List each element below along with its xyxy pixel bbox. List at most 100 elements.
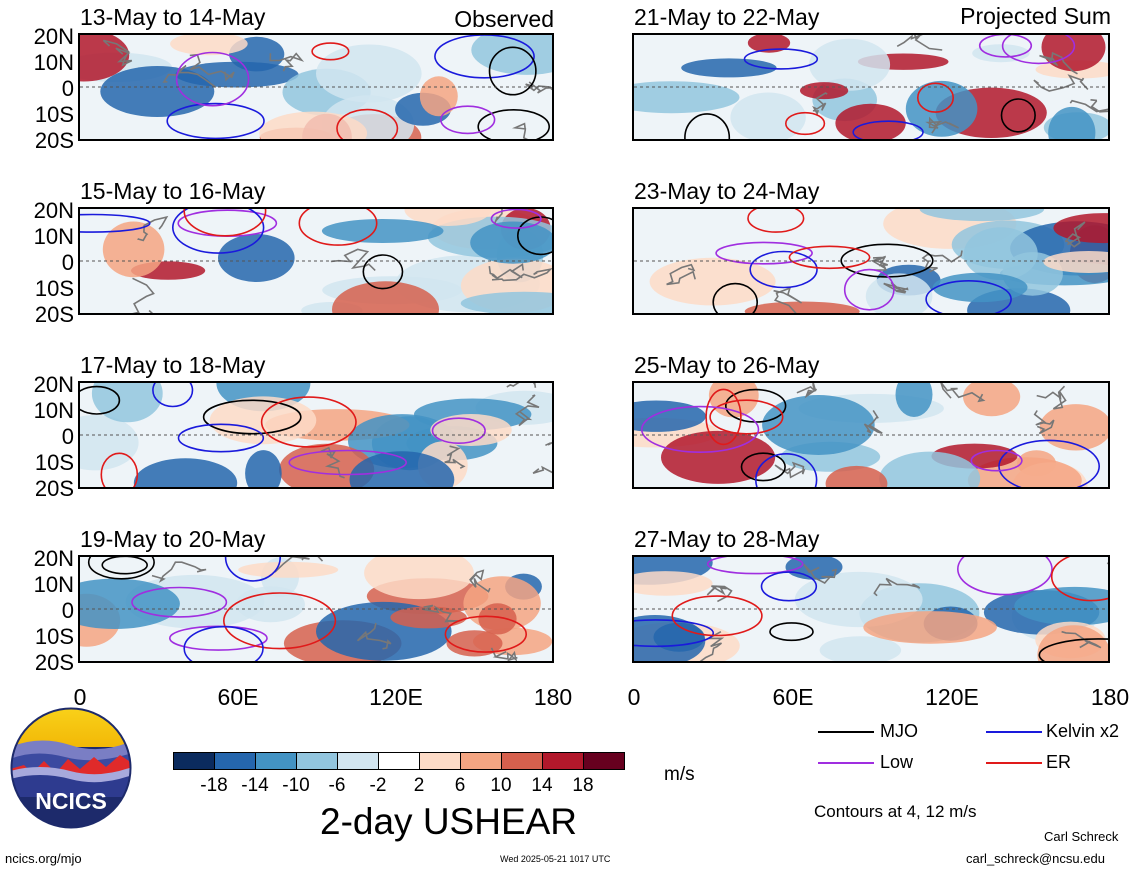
- lat-label: 20N: [33, 372, 74, 397]
- coastline: [514, 394, 540, 427]
- contour-line: [785, 111, 826, 136]
- contour-line: [223, 592, 337, 650]
- coastline: [863, 409, 883, 434]
- coastline: [699, 630, 725, 661]
- shear-shading: [634, 81, 740, 114]
- shear-shading: [332, 281, 439, 313]
- map-canvas: [80, 209, 552, 313]
- coastline: [490, 647, 518, 661]
- projected-header: Projected Sum: [960, 3, 1111, 29]
- shear-shading: [133, 458, 238, 487]
- contour-line: [183, 209, 267, 237]
- map-canvas: [80, 35, 552, 139]
- lat-label: 10N: [33, 572, 74, 597]
- contour-line: [705, 388, 742, 446]
- lat-label: 20N: [33, 24, 74, 49]
- coastline: [491, 268, 552, 282]
- map-panel-observed-1: [78, 33, 554, 141]
- colorbar-tick: 6: [454, 775, 466, 796]
- coastline: [925, 116, 959, 134]
- lat-label: 20N: [33, 546, 74, 571]
- shear-shading: [218, 234, 295, 282]
- colorbar-tick: -14: [241, 775, 269, 796]
- colorbar-swatch: [214, 752, 256, 770]
- contour-line: [916, 82, 954, 113]
- contour-line: [640, 405, 760, 454]
- legend-line-low: [818, 762, 874, 764]
- ncics-logo: NCICS: [10, 707, 132, 829]
- shear-shading: [91, 383, 163, 423]
- contour-line: [166, 102, 265, 139]
- panel-title-projected-1: 21-May to 22-May: [634, 4, 820, 30]
- contour-line: [336, 108, 399, 139]
- observed-header: Observed: [454, 6, 554, 32]
- legend-label-er: ER: [1046, 752, 1072, 772]
- shear-shading: [819, 636, 902, 661]
- contour-line: [671, 595, 763, 637]
- colorbar-swatch: [460, 752, 502, 770]
- coastline: [706, 585, 733, 603]
- contour-line: [1038, 638, 1108, 661]
- contour-line: [998, 439, 1100, 487]
- coastline: [870, 255, 888, 271]
- shear-shading: [762, 395, 875, 455]
- contour-line: [1050, 557, 1108, 602]
- lat-label: 0: [61, 598, 74, 623]
- lon-label: 180: [533, 684, 573, 710]
- map-panel-observed-2: [78, 207, 554, 315]
- shear-shading: [80, 578, 180, 629]
- coastline: [525, 81, 552, 94]
- lat-label: 10S: [34, 102, 74, 127]
- shear-shading: [1053, 213, 1108, 244]
- contour-line: [709, 399, 784, 435]
- contour-line: [957, 557, 1053, 596]
- lon-label: 180: [1090, 684, 1130, 710]
- contour-line: [634, 619, 715, 648]
- contour-line: [440, 105, 496, 135]
- coastline: [469, 569, 491, 593]
- map-panel-projected-3: [632, 381, 1110, 489]
- colorbar-swatch: [296, 752, 338, 770]
- legend-line-mjo: [818, 731, 874, 733]
- panel-title-observed-3: 17-May to 18-May: [80, 352, 266, 378]
- shear-shading: [794, 571, 923, 628]
- colorbar-unit: m/s: [664, 764, 695, 785]
- coastline: [896, 35, 943, 51]
- panel-title-observed-4: 19-May to 20-May: [80, 526, 266, 552]
- contour-line: [175, 51, 250, 107]
- shear-shading: [460, 291, 552, 313]
- lat-label: 10S: [34, 276, 74, 301]
- footer-url[interactable]: ncics.org/mjo: [5, 851, 82, 866]
- contour-line: [760, 571, 818, 602]
- lat-label: 10S: [34, 624, 74, 649]
- contour-line: [202, 399, 302, 435]
- contour-line: [434, 35, 535, 79]
- coastline: [773, 286, 803, 313]
- shear-shading: [1048, 106, 1096, 139]
- contour-line: [444, 615, 527, 653]
- shear-shading: [80, 35, 130, 82]
- contour-line: [755, 453, 818, 487]
- colorbar-tick: 18: [572, 775, 594, 796]
- coastline: [666, 263, 696, 286]
- shear-shading: [1043, 251, 1108, 273]
- shear-shading: [895, 383, 933, 417]
- coastline: [444, 445, 466, 469]
- coastline: [274, 557, 324, 573]
- contour-line: [1001, 35, 1076, 65]
- colorbar-swatch: [501, 752, 543, 770]
- lat-label: 20N: [33, 198, 74, 223]
- shear-shading: [863, 611, 997, 644]
- shear-shading: [321, 219, 444, 243]
- shear-shading: [879, 451, 981, 487]
- shear-shading: [825, 465, 888, 487]
- contour-line: [843, 268, 895, 311]
- contour-line: [152, 383, 194, 408]
- lat-label: 20S: [34, 302, 74, 327]
- coastline: [269, 52, 305, 72]
- shear-shading: [905, 80, 978, 137]
- contour-line: [970, 449, 1023, 472]
- footer-email[interactable]: carl_schreck@ncsu.edu: [966, 851, 1105, 866]
- lat-label: 20S: [34, 476, 74, 501]
